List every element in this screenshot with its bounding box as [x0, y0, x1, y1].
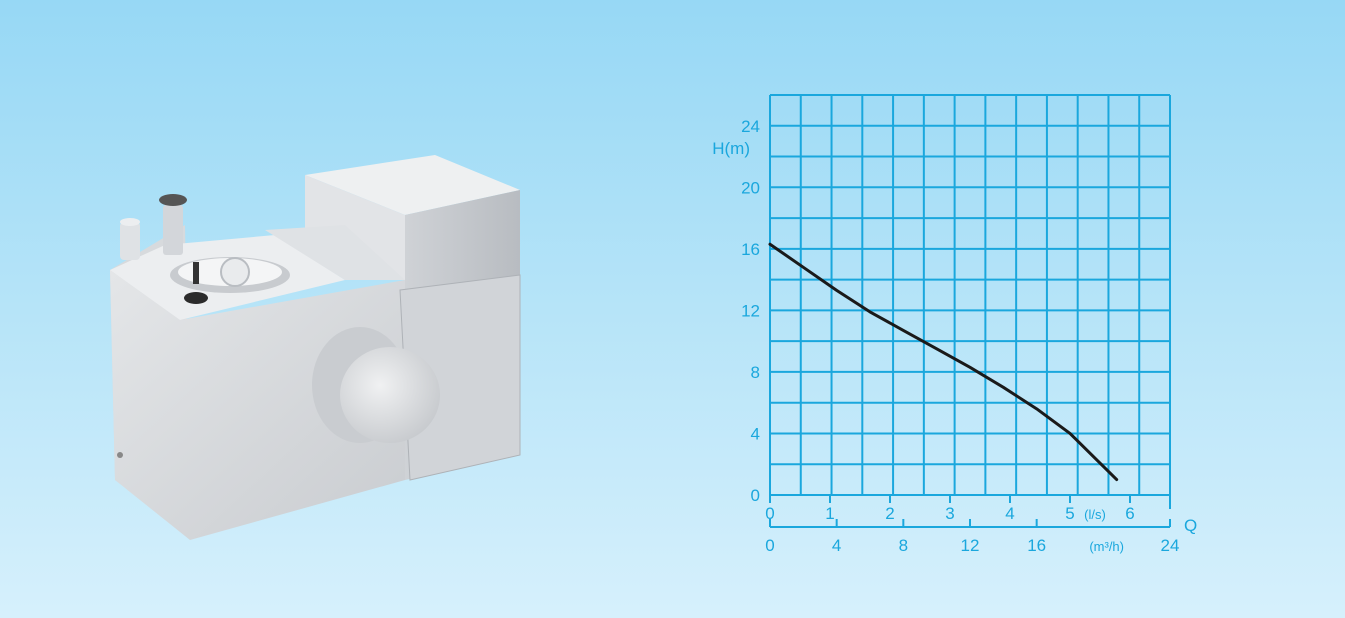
y-tick-label: 12: [741, 301, 760, 320]
x-tick-label-ls: 4: [1005, 504, 1014, 523]
x-tick-label-ls: 6: [1125, 504, 1134, 523]
x-axis-label: Q: [1184, 516, 1197, 535]
x-tick-label-ls: 5: [1065, 504, 1074, 523]
y-tick-label: 16: [741, 240, 760, 259]
x-tick-label-m3h: 16: [1027, 536, 1046, 555]
chart-series: [768, 242, 1119, 482]
y-tick-label: 0: [751, 486, 760, 505]
x-unit-ls: (l/s): [1084, 507, 1106, 522]
x-tick-label-m3h: 8: [899, 536, 908, 555]
x-tick-label-m3h: 24: [1161, 536, 1180, 555]
chart-grid: [769, 94, 1171, 496]
x-tick-label-ls: 3: [945, 504, 954, 523]
y-tick-label: 8: [751, 363, 760, 382]
chart-axes: [769, 495, 1171, 528]
y-axis-label: H(m): [712, 139, 750, 158]
x-tick-label-m3h: 12: [961, 536, 980, 555]
y-tick-label: 20: [741, 178, 760, 197]
x-unit-m3h: (m³/h): [1089, 539, 1124, 554]
y-tick-label: 24: [741, 117, 760, 136]
pump-unit-illustration: [110, 155, 521, 540]
x-tick-label-ls: 2: [885, 504, 894, 523]
x-tick-label-m3h: 0: [765, 536, 774, 555]
x-tick-label-ls: 0: [765, 504, 774, 523]
y-tick-label: 4: [751, 424, 760, 443]
x-tick-label-m3h: 4: [832, 536, 841, 555]
x-tick-label-ls: 1: [825, 504, 834, 523]
series-line: [768, 242, 1119, 482]
